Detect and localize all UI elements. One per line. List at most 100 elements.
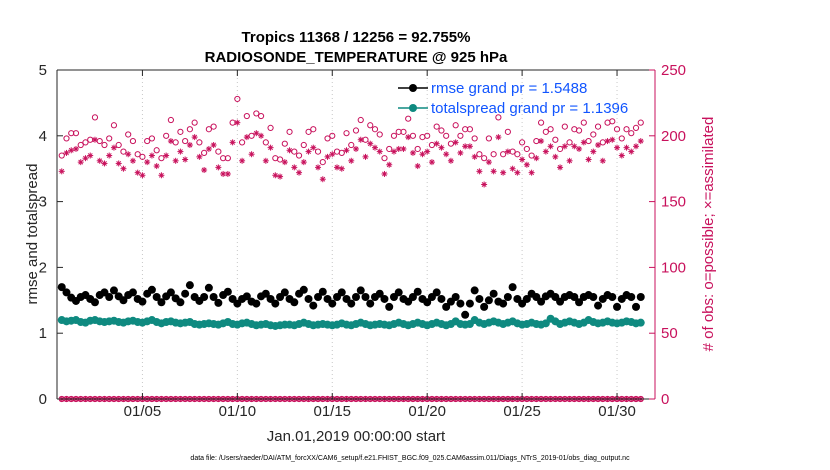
obs-possible-point	[504, 128, 511, 135]
obs-assimilated-point	[210, 142, 217, 149]
obs-assimilated-point-stroke	[187, 142, 193, 148]
obs-possible-point-circle	[139, 153, 146, 160]
obs-assimilated-point-stroke	[358, 137, 364, 143]
obs-assimilated-point	[390, 148, 397, 155]
rmse-point	[456, 299, 465, 308]
rmse-point	[375, 289, 384, 298]
x-tick-label: 01/15	[313, 403, 351, 420]
obs-possible-point-circle	[58, 152, 65, 159]
obs-assimilated-point-stroke	[211, 142, 217, 148]
obs-possible-point	[352, 127, 360, 134]
obs-assimilated-point-stroke	[543, 149, 549, 155]
obs-assimilated-point	[371, 144, 378, 151]
obs-assimilated-point	[557, 164, 564, 171]
obs-assimilated-point-stroke	[472, 154, 478, 160]
obs-possible-point-circle	[514, 151, 521, 158]
plot-area	[57, 70, 655, 399]
obs-assimilated-point-stroke	[87, 153, 93, 158]
obs-assimilated-point-stroke	[548, 143, 554, 149]
right-tick-label: 0	[661, 391, 669, 408]
rmse-point	[119, 296, 128, 305]
obs-possible-point-circle	[153, 147, 160, 154]
obs-possible-point-circle	[125, 131, 132, 138]
obs-assimilated-point-stroke	[325, 154, 330, 160]
obs-possible-point	[490, 151, 497, 158]
obs-assimilated-point-stroke	[144, 159, 150, 165]
obs-possible-point	[447, 140, 455, 147]
obs-assimilated-point	[409, 149, 416, 156]
obs-possible-point	[575, 127, 583, 134]
obs-possible-point-circle	[110, 122, 118, 129]
obs-possible-point	[125, 131, 132, 138]
obs-assimilated-point	[561, 143, 568, 150]
obs-assimilated-point	[201, 167, 208, 174]
obs-assimilated-point	[77, 159, 84, 166]
obs-possible-point-circle	[91, 114, 99, 121]
obs-possible-point-circle	[324, 135, 331, 142]
obs-assimilated-point-stroke	[609, 137, 615, 143]
obs-assimilated-point	[144, 159, 151, 166]
obs-possible-point	[91, 114, 99, 121]
obs-assimilated-point-stroke	[486, 159, 492, 165]
obs-assimilated-point-stroke	[102, 160, 107, 166]
obs-possible-point	[295, 152, 303, 159]
obs-assimilated-point-stroke	[78, 159, 84, 165]
obs-possible-point	[357, 116, 364, 124]
obs-assimilated-point-stroke	[268, 145, 274, 151]
obs-assimilated-point	[438, 144, 445, 151]
obs-possible-point-circle	[552, 136, 559, 143]
obs-assimilated-point-stroke	[396, 146, 402, 152]
obs-possible-point	[253, 110, 260, 117]
obs-possible-point	[552, 136, 559, 143]
obs-possible-point	[618, 135, 625, 142]
legend-rmse-label: rmse grand pr = 1.5488	[431, 80, 587, 97]
obs-assimilated-point-stroke	[154, 163, 160, 169]
obs-possible-point-circle	[253, 110, 260, 117]
rmse-point	[157, 298, 166, 307]
obs-assimilated-point-stroke	[590, 149, 596, 155]
obs-possible-point-circle	[291, 148, 298, 155]
obs-possible-point	[457, 132, 464, 139]
rmse-point	[408, 293, 417, 302]
obs-assimilated-point-stroke	[529, 170, 535, 176]
obs-possible-point	[324, 135, 331, 142]
obs-possible-point-circle	[585, 137, 592, 145]
obs-possible-point	[96, 137, 103, 145]
obs-possible-point-circle	[443, 132, 450, 139]
obs-possible-point	[371, 126, 379, 133]
rmse-point	[508, 283, 517, 292]
obs-assimilated-point-stroke	[139, 172, 145, 178]
obs-possible-point	[319, 159, 326, 166]
rmse-point	[589, 293, 598, 302]
obs-possible-point-circle	[609, 118, 616, 125]
rmse-point	[185, 281, 194, 290]
obs-assimilated-point-stroke	[182, 157, 188, 162]
obs-assimilated-point	[205, 145, 212, 152]
obs-possible-point-circle	[148, 135, 156, 142]
obs-assimilated-point-stroke	[163, 153, 169, 158]
obs-possible-point	[613, 126, 621, 133]
obs-assimilated-point-stroke	[619, 153, 625, 158]
rmse-point	[522, 294, 531, 303]
obs-assimilated-point	[338, 165, 345, 172]
obs-assimilated-point-stroke	[339, 166, 345, 172]
obs-possible-point	[386, 145, 393, 153]
obs-assimilated-point	[509, 165, 516, 172]
obs-assimilated-point	[485, 159, 492, 166]
obs-assimilated-point	[191, 134, 198, 141]
obs-assimilated-point	[267, 144, 274, 151]
obs-possible-point	[500, 151, 507, 158]
obs-assimilated-point	[599, 157, 606, 164]
obs-possible-point	[106, 135, 113, 142]
obs-possible-point-circle	[201, 149, 208, 157]
obs-assimilated-point-stroke	[434, 141, 440, 147]
obs-assimilated-point-stroke	[329, 151, 335, 157]
obs-possible-point	[243, 112, 250, 120]
obs-assimilated-point	[604, 138, 611, 145]
obs-assimilated-point	[476, 168, 483, 175]
rmse-point	[271, 299, 280, 308]
rmse-point	[461, 310, 470, 319]
obs-possible-point-circle	[186, 126, 193, 133]
obs-assimilated-point	[386, 161, 393, 168]
obs-possible-point-circle	[400, 128, 407, 135]
